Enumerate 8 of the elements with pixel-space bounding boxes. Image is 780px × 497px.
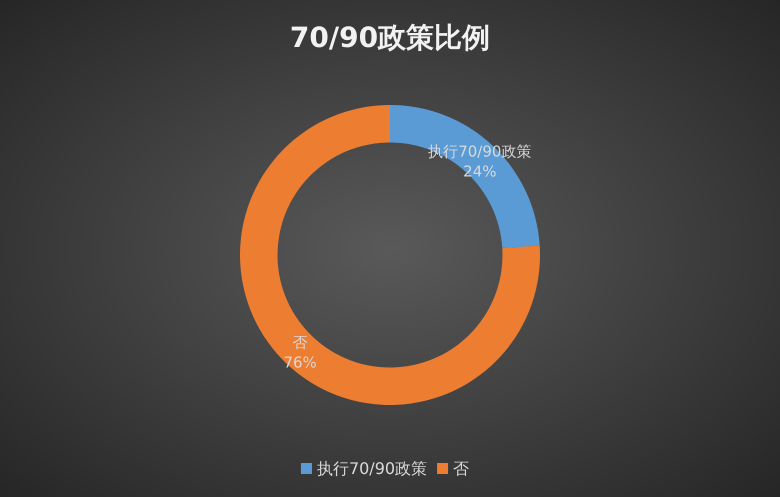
slice-label: 否: [292, 334, 308, 352]
data-label: 24%: [463, 162, 497, 180]
data-label: 76%: [283, 354, 317, 372]
donut-slice: [240, 105, 540, 405]
legend-label: 执行70/90政策: [316, 459, 428, 478]
legend-label: 否: [453, 459, 470, 478]
chart-title: 70/90政策比例: [290, 21, 490, 54]
donut-slice: [390, 105, 540, 248]
